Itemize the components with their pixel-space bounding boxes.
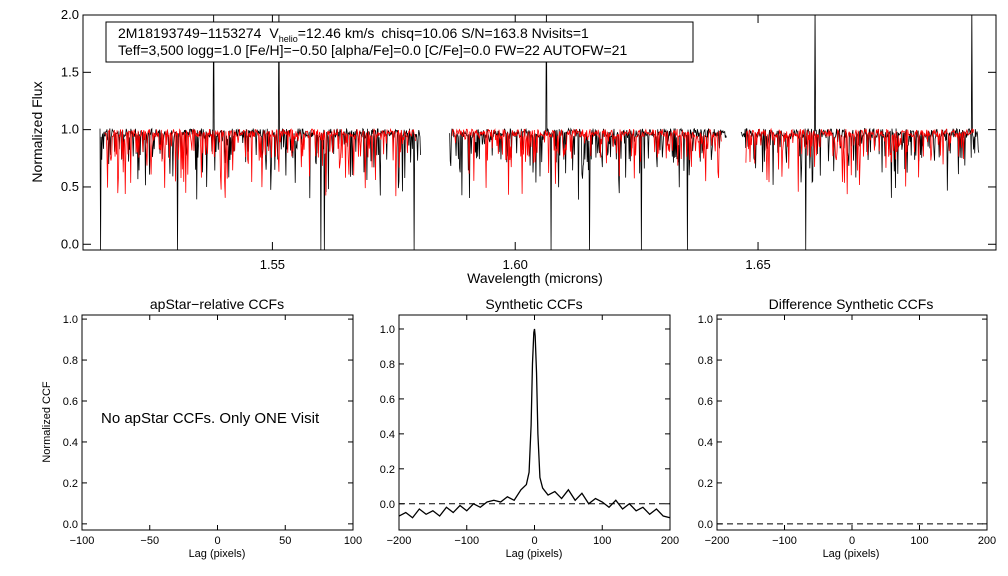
difference-ytick-label: 0.2 bbox=[698, 478, 713, 490]
difference-xtick-label: 200 bbox=[978, 535, 996, 547]
synthetic-ccf-line bbox=[398, 328, 671, 519]
synthetic-frame bbox=[398, 314, 671, 531]
difference-ccf-panel: −200 −100 0 100 200 0.0 0.2 0.4 0.6 0.8 1.0 Differ… bbox=[698, 296, 996, 560]
difference-ytick-label: 0.6 bbox=[698, 396, 713, 408]
spectrum-x-label: Wavelength (microns) bbox=[467, 270, 603, 286]
synthetic-ticks: −200 −100 0 100 200 0.0 0.2 0.4 0.6 0.8 1.0 bbox=[380, 315, 679, 547]
vhelio-sub: helio bbox=[279, 34, 298, 44]
difference-ytick-label: 0.0 bbox=[698, 519, 713, 531]
vhelio-prefix: V bbox=[269, 25, 279, 41]
synthetic-xtick-label: −200 bbox=[387, 535, 412, 547]
apstar-ytick-label: 0.0 bbox=[63, 519, 78, 531]
apstar-xtick-label: 50 bbox=[279, 535, 291, 547]
synthetic-ytick-label: 0.4 bbox=[380, 429, 395, 441]
synthetic-xtick-label: 100 bbox=[593, 535, 611, 547]
apstar-ytick-label: 0.4 bbox=[63, 437, 78, 449]
apstar-xtick-label: −100 bbox=[70, 535, 95, 547]
difference-ytick-label: 1.0 bbox=[698, 314, 713, 326]
synthetic-ytick-label: 1.0 bbox=[380, 324, 395, 336]
fit-stats: chisq=10.06 S/N=163.8 Nvisits=1 bbox=[381, 25, 589, 41]
apstar-y-label: Normalized CCF bbox=[41, 381, 53, 463]
info-line-2: Teff=3,500 logg=1.0 [Fe/H]=−0.50 [alpha/… bbox=[118, 42, 627, 58]
apstar-ytick-label: 0.2 bbox=[63, 478, 78, 490]
spectrum-y-label: Normalized Flux bbox=[29, 81, 45, 182]
no-ccf-message: No apStar CCFs. Only ONE Visit bbox=[101, 410, 320, 427]
synthetic-xtick-label: 0 bbox=[531, 535, 537, 547]
spectrum-lines bbox=[99, 15, 980, 250]
spectrum-panel: 1.55 1.60 1.65 0.0 0.5 1.0 1.5 2.0 Wavelength (… bbox=[29, 7, 997, 286]
apstar-ytick-label: 1.0 bbox=[63, 314, 78, 326]
difference-ytick-label: 0.4 bbox=[698, 437, 713, 449]
difference-xtick-label: 0 bbox=[849, 535, 855, 547]
apstar-ticks: −100 −50 0 50 100 0.0 0.2 0.4 0.6 0.8 1.0 bbox=[63, 314, 362, 547]
observed-spectrum-segment-1 bbox=[99, 15, 421, 250]
synthetic-spectrum-segment-1 bbox=[104, 127, 416, 198]
synthetic-ytick-label: 0.6 bbox=[380, 394, 395, 406]
object-id: 2M18193749−1153274 bbox=[118, 25, 262, 41]
apstar-title: apStar−relative CCFs bbox=[150, 296, 284, 312]
synthetic-xtick-label: −100 bbox=[454, 535, 479, 547]
difference-frame bbox=[716, 314, 988, 531]
spectrum-ytick-label: 0.0 bbox=[61, 236, 79, 251]
apstar-x-label: Lag (pixels) bbox=[189, 548, 246, 560]
difference-x-label: Lag (pixels) bbox=[823, 548, 880, 560]
apstar-xtick-label: −50 bbox=[140, 535, 159, 547]
difference-xtick-label: −100 bbox=[772, 535, 797, 547]
spectrum-ytick-label: 1.5 bbox=[61, 64, 79, 79]
difference-xtick-label: 100 bbox=[910, 535, 928, 547]
synthetic-x-label: Lag (pixels) bbox=[506, 548, 563, 560]
synthetic-ytick-label: 0.8 bbox=[380, 359, 395, 371]
synthetic-ytick-label: 0.2 bbox=[380, 464, 395, 476]
apstar-xtick-label: 0 bbox=[214, 535, 220, 547]
spectrum-xtick-label: 1.65 bbox=[745, 257, 770, 272]
synthetic-spectrum-segment-2 bbox=[451, 128, 722, 195]
difference-title: Difference Synthetic CCFs bbox=[769, 296, 934, 312]
synthetic-spectrum-segment-3 bbox=[745, 127, 975, 195]
difference-ytick-label: 0.8 bbox=[698, 355, 713, 367]
synthetic-xtick-label: 200 bbox=[661, 535, 679, 547]
difference-xtick-label: −200 bbox=[705, 535, 730, 547]
spectrum-ytick-label: 0.5 bbox=[61, 179, 79, 194]
spectrum-x-ticks: 1.55 1.60 1.65 0.0 0.5 1.0 1.5 2.0 bbox=[61, 7, 996, 272]
spectrum-ytick-label: 1.0 bbox=[61, 122, 79, 137]
spectrum-xtick-label: 1.55 bbox=[260, 257, 285, 272]
apstar-ytick-label: 0.6 bbox=[63, 396, 78, 408]
synthetic-plot bbox=[398, 328, 671, 519]
observed-spectrum-segment-2 bbox=[449, 15, 727, 250]
info-box: 2M18193749−1153274 Vhelio=12.46 km/s chisq… bbox=[105, 21, 694, 63]
spectrum-frame bbox=[82, 14, 997, 251]
apstar-xtick-label: 100 bbox=[344, 535, 362, 547]
spectrum-ytick-label: 2.0 bbox=[61, 7, 79, 22]
info-box-frame bbox=[105, 21, 694, 63]
observed-spectrum-segment-3 bbox=[740, 15, 980, 250]
spectrum-xtick-label: 1.60 bbox=[503, 257, 528, 272]
difference-ticks: −200 −100 0 100 200 0.0 0.2 0.4 0.6 0.8 1.0 bbox=[698, 314, 996, 547]
info-line-1: 2M18193749−1153274 Vhelio=12.46 km/s chisq… bbox=[118, 25, 589, 44]
apstar-ccf-panel: −100 −50 0 50 100 0.0 0.2 0.4 0.6 0.8 1.0 apStar−r… bbox=[41, 296, 362, 560]
synthetic-ccf-panel: −200 −100 0 100 200 0.0 0.2 0.4 0.6 0.8 1.0 Synthe… bbox=[380, 296, 679, 560]
synthetic-title: Synthetic CCFs bbox=[485, 296, 582, 312]
vhelio-value: =12.46 km/s bbox=[298, 25, 375, 41]
apstar-ytick-label: 0.8 bbox=[63, 355, 78, 367]
synthetic-ytick-label: 0.0 bbox=[380, 499, 395, 511]
